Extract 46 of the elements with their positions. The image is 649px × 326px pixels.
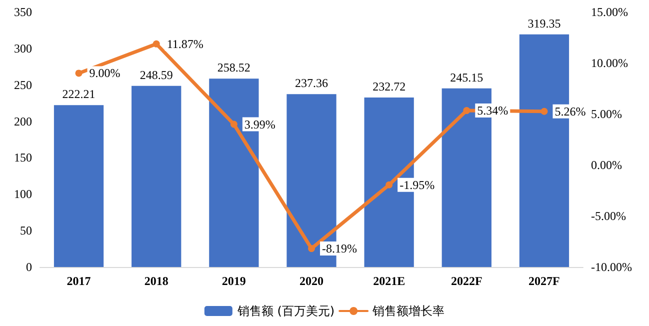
y2-tick-label: -5.00% [591, 209, 626, 223]
point [308, 245, 315, 252]
data-label: -1.95% [400, 178, 435, 192]
point [463, 107, 470, 114]
x-tick-label: 2021E [373, 274, 406, 288]
y-tick-label: 300 [14, 41, 32, 56]
x-tick-label: 2019 [222, 274, 246, 288]
bar [54, 105, 104, 267]
y2-tick-label: 5.00% [591, 107, 622, 121]
legend-label: 销售额 (百万美元) [236, 304, 335, 318]
data-label: 3.99% [244, 117, 276, 132]
bar [132, 86, 182, 267]
x-tick-label: 2022F [450, 274, 482, 288]
data-label: 5.34% [477, 104, 508, 118]
data-label: 319.35 [528, 16, 561, 30]
data-label: 11.87% [166, 36, 204, 51]
data-label: -8.19% [322, 242, 357, 256]
data-label: 245.15 [450, 70, 484, 84]
y-tick-label: 50 [20, 224, 32, 238]
x-tick-label: 2018 [144, 274, 168, 288]
y2-tick-label: 10.00% [591, 56, 628, 70]
y2-tick-label: 0.00% [591, 158, 622, 172]
point [152, 40, 160, 48]
x-tick-label: 2017 [66, 274, 91, 288]
data-label: 258.52 [217, 60, 250, 75]
data-label: 5.26% [554, 104, 586, 118]
y2-tick-label: -10.00% [591, 260, 632, 274]
y-tick-label: 350 [14, 5, 32, 19]
y-tick-label: 150 [14, 150, 32, 165]
y-tick-label: 200 [14, 114, 32, 128]
data-label: 248.59 [140, 68, 173, 82]
legend-label: 销售额增长率 [372, 304, 445, 318]
y2-tick-label: 15.00% [591, 5, 628, 19]
data-label: 9.00% [89, 66, 120, 80]
point [75, 70, 82, 77]
data-label: 222.21 [62, 87, 96, 102]
x-tick-label: 2027F [528, 274, 560, 288]
data-label: 237.36 [295, 76, 328, 90]
x-tick-label: 2020 [300, 274, 324, 288]
y-tick-label: 100 [14, 187, 32, 202]
y-tick-label: 250 [14, 78, 32, 92]
y-tick-label: 0 [26, 260, 32, 274]
point [230, 120, 238, 128]
point [540, 108, 548, 115]
point [386, 181, 393, 188]
data-label: 232.72 [372, 79, 406, 94]
